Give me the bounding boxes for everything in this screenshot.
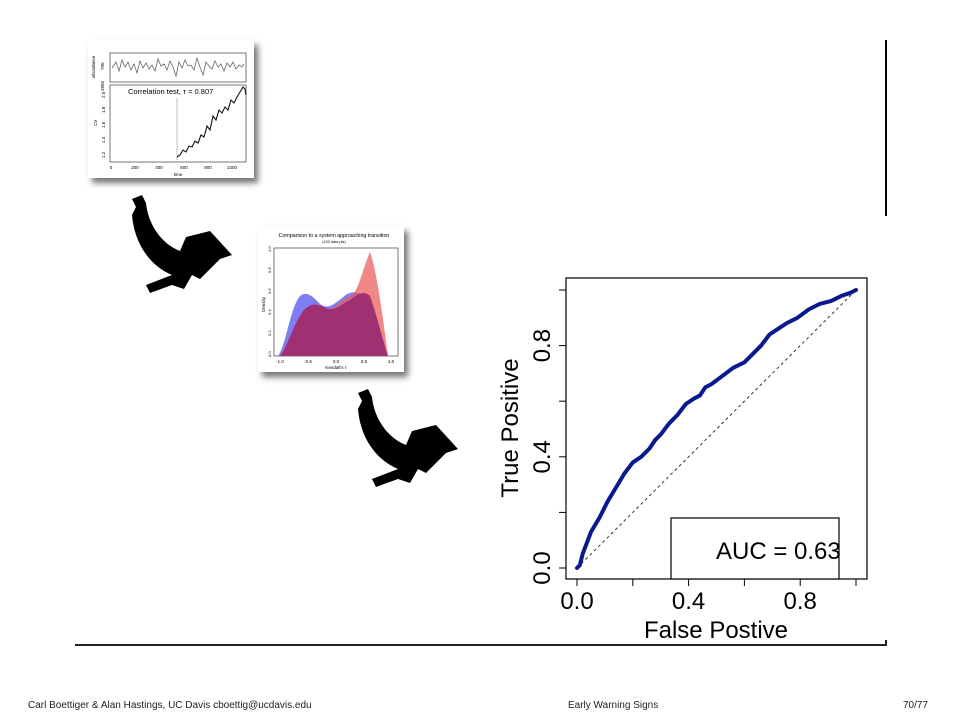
density-ytick-5: 0.8 xyxy=(267,267,272,273)
footer-title: Early Warning Signs xyxy=(568,700,659,711)
density-xlabel: Kendall's τ xyxy=(325,365,346,370)
density-ytick-6: 1.0 xyxy=(267,246,272,252)
density-xtick-1: -1.0 xyxy=(276,359,284,364)
rule-corner-tick xyxy=(885,640,887,646)
density-xtick-3: 0.0 xyxy=(333,359,340,364)
roc-xtick: 0.8 xyxy=(784,588,817,615)
vertical-rule xyxy=(885,40,887,216)
abundance-line xyxy=(111,56,245,78)
density-xtick-4: 0.5 xyxy=(361,359,368,364)
time-xtick-1: 0 xyxy=(110,165,113,170)
roc-ytick: 0.8 xyxy=(529,329,556,362)
time-xtick-5: 800 xyxy=(204,165,212,170)
density-overlap xyxy=(280,293,388,356)
top-ytick-1: 790 xyxy=(100,62,105,70)
cv-ytick-2: 1.4 xyxy=(101,136,106,143)
density-ytick-3: 0.4 xyxy=(267,309,272,315)
cv-line xyxy=(176,86,247,158)
density-ytick-1: 0.0 xyxy=(267,351,272,357)
cv-ytick-1: 1.2 xyxy=(101,151,106,158)
time-xtick-3: 400 xyxy=(155,165,163,170)
horizontal-rule xyxy=(75,644,887,646)
density-xtick-2: -0.5 xyxy=(304,359,312,364)
density-xtick-5: 1.0 xyxy=(388,359,395,364)
density-title: Comparison to a system approaching trans… xyxy=(279,233,390,239)
density-subtitle: (100 data pts) xyxy=(322,240,346,244)
auc-label: AUC = 0.63 xyxy=(716,538,841,565)
cv-panel xyxy=(109,84,247,163)
arrow-icon xyxy=(132,195,232,293)
correlation-annotation: Correlation test, τ = 0.807 xyxy=(128,87,213,96)
auc-legend-box xyxy=(670,517,840,580)
cv-ytick-4: 1.8 xyxy=(101,106,106,113)
abundance-ylabel: abundance xyxy=(91,55,96,78)
density-ytick-4: 0.6 xyxy=(267,288,272,294)
density-plot: Comparison to a system approaching trans… xyxy=(261,233,399,370)
footer-authors: Carl Boettiger & Alan Hastings, UC Davis… xyxy=(28,700,312,711)
roc-chart: AUC = 0.63 0.0 0.4 0.8 0.0 0.4 0.8 False… xyxy=(497,277,868,644)
top-ytick-2: 2850 xyxy=(100,80,105,91)
time-xlabel: time xyxy=(174,172,183,177)
cv-ylabel: CV xyxy=(93,120,98,126)
roc-curve xyxy=(575,288,858,570)
roc-ytick: 0.4 xyxy=(529,440,556,473)
roc-ytick: 0.0 xyxy=(529,551,556,584)
cv-ytick-3: 1.6 xyxy=(101,121,106,128)
cv-ytick-5: 2.0 xyxy=(101,91,106,98)
time-xtick-4: 600 xyxy=(180,165,188,170)
time-xtick-6: 1000 xyxy=(227,165,238,170)
footer-page-number: 70/77 xyxy=(903,700,929,711)
arrow-icon xyxy=(358,389,458,487)
time-xtick-2: 200 xyxy=(131,165,139,170)
roc-xlabel: False Postive xyxy=(644,617,788,644)
roc-xtick: 0.0 xyxy=(560,588,593,615)
roc-xtick: 0.4 xyxy=(672,588,705,615)
timeseries-plot: abundance 790 2850 Correlation test, τ =… xyxy=(91,52,247,177)
density-ytick-2: 0.2 xyxy=(267,330,272,336)
density-ylabel: Density xyxy=(261,296,266,312)
abundance-panel xyxy=(109,52,247,83)
roc-axis-ticks xyxy=(559,289,857,586)
density-thumbnail: Comparison to a system approaching trans… xyxy=(258,226,404,372)
roc-ylabel: True Positive xyxy=(497,358,524,497)
timeseries-thumbnail: abundance 790 2850 Correlation test, τ =… xyxy=(88,40,254,178)
